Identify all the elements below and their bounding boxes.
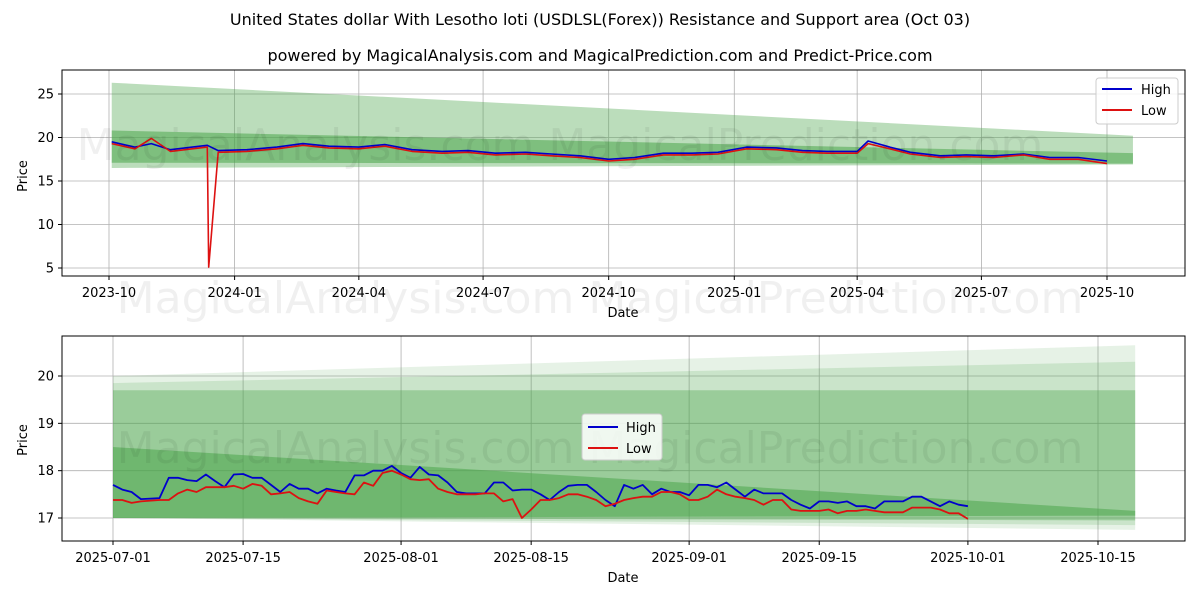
top-x-tick-label: 2025-04 xyxy=(830,286,884,301)
top-band-2 xyxy=(111,130,1133,164)
bottom-x-tick-label: 2025-08-01 xyxy=(363,551,439,566)
bottom-y-tick-label: 19 xyxy=(37,417,54,432)
bottom-band-4 xyxy=(113,447,1136,518)
top-series-low xyxy=(111,137,1108,268)
bottom-y-tick-label: 18 xyxy=(37,464,54,479)
bottom-plot-frame xyxy=(61,335,1186,542)
top-x-tick-label: 2025-10 xyxy=(1080,286,1134,301)
bottom-x-tick-label: 2025-08-15 xyxy=(493,551,569,566)
chart-subtitle: powered by MagicalAnalysis.com and Magic… xyxy=(267,46,933,65)
top-lines xyxy=(111,137,1108,268)
top-series-high xyxy=(111,140,1108,162)
top-watermark-upper: MagicalAnalysis.com MagicalPrediction.co… xyxy=(77,120,1044,171)
top-plot-frame xyxy=(61,69,1186,277)
bottom-chart-panel: MagicalAnalysis.com MagicalPrediction.co… xyxy=(16,335,1186,586)
top-x-tick-label: 2024-10 xyxy=(582,286,636,301)
top-y-axis-label: Price xyxy=(16,160,31,192)
top-grid xyxy=(62,70,1185,276)
top-chart-panel: MagicalAnalysis.com MagicalPrediction.co… xyxy=(16,69,1186,324)
top-x-tick-label: 2025-07 xyxy=(954,286,1008,301)
top-y-tick-label: 20 xyxy=(37,131,54,146)
bottom-x-tick-label: 2025-09-15 xyxy=(781,551,857,566)
bottom-x-axis-label: Date xyxy=(607,571,638,586)
bottom-x-tick-label: 2025-10-01 xyxy=(930,551,1006,566)
bottom-y-tick-label: 17 xyxy=(37,512,54,527)
top-ticks: 2023-10 2024-01 2024-04 2024-07 2024-10 2025-… xyxy=(37,88,1134,302)
top-legend-low: Low xyxy=(1141,104,1167,119)
top-x-tick-label: 2023-10 xyxy=(82,286,136,301)
bottom-ticks: 2025-07-01 2025-07-15 2025-08-01 2025-08-15… xyxy=(37,370,1135,567)
bottom-x-tick-label: 2025-09-01 xyxy=(651,551,727,566)
top-legend: High Low xyxy=(1095,77,1179,125)
bottom-series-low xyxy=(113,469,969,520)
top-x-tick-label: 2024-04 xyxy=(332,286,386,301)
bottom-legend-high: High xyxy=(626,421,656,436)
bottom-legend-low: Low xyxy=(626,442,652,457)
bottom-series-high xyxy=(112,464,969,510)
top-watermark-lower: MagicalAnalysis.com MagicalPrediction.co… xyxy=(117,273,1084,324)
bottom-x-tick-label: 2025-10-15 xyxy=(1060,551,1136,566)
top-x-tick-label: 2025-01 xyxy=(707,286,761,301)
top-x-axis-label: Date xyxy=(607,306,638,321)
bottom-x-tick-label: 2025-07-01 xyxy=(75,551,151,566)
bottom-lines xyxy=(112,464,969,520)
top-y-tick-label: 10 xyxy=(37,218,54,233)
top-x-tick-label: 2024-07 xyxy=(456,286,510,301)
top-legend-high: High xyxy=(1141,83,1171,98)
top-x-tick-label: 2024-01 xyxy=(207,286,261,301)
chart-title: United States dollar With Lesotho loti (… xyxy=(229,10,971,29)
top-y-tick-label: 15 xyxy=(37,175,54,190)
top-y-tick-label: 25 xyxy=(37,88,54,103)
bottom-legend: High Low xyxy=(581,413,663,461)
bottom-x-tick-label: 2025-07-15 xyxy=(205,551,281,566)
bottom-y-tick-label: 20 xyxy=(37,370,54,385)
bottom-y-axis-label: Price xyxy=(16,424,31,456)
top-y-tick-label: 5 xyxy=(46,262,54,277)
